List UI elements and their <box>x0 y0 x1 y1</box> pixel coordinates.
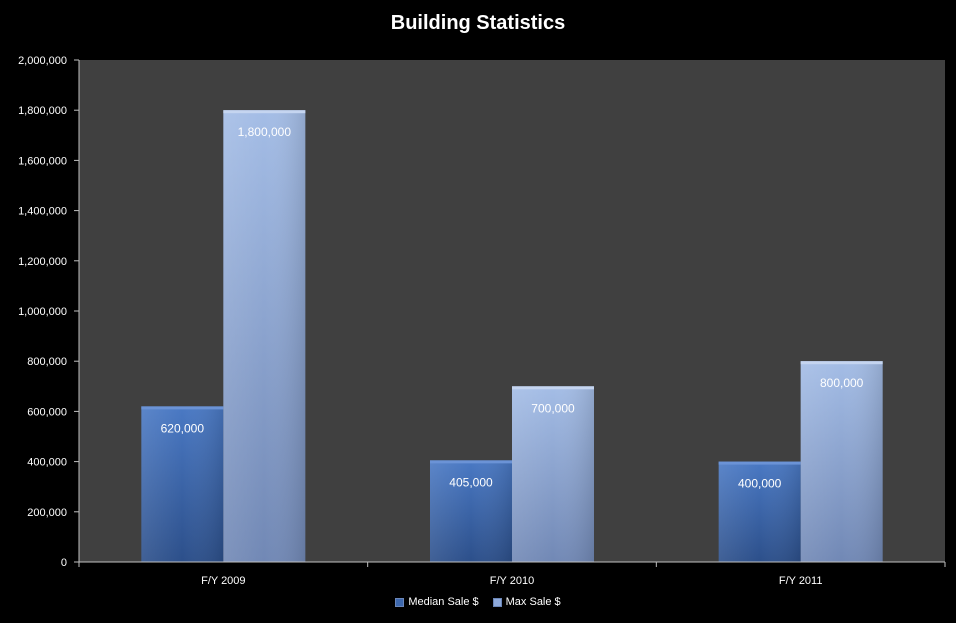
y-tick-label: 1,000,000 <box>18 306 67 318</box>
axes-group: 0 200,000 400,000 600,000 800,000 1,000,000 1,… <box>18 55 946 587</box>
y-tick-label: 1,800,000 <box>18 105 67 117</box>
y-tick-label: 1,600,000 <box>18 155 67 167</box>
legend-item-max: Max Sale $ <box>492 596 561 608</box>
legend-swatch-max <box>492 597 502 607</box>
y-tick-label: 2,000,000 <box>18 55 67 67</box>
bar-top-highlight <box>223 110 306 114</box>
y-tick-label: 1,400,000 <box>18 206 67 218</box>
y-tick-label: 600,000 <box>27 406 67 418</box>
bar-top-highlight <box>141 406 224 410</box>
y-tick-label: 0 <box>61 557 67 569</box>
chart-title: Building Statistics <box>390 12 566 34</box>
bar-shine <box>430 460 512 562</box>
bar-value-label: 1,800,000 <box>238 125 292 139</box>
bar-shine <box>800 361 883 562</box>
legend-swatch-median <box>395 597 405 607</box>
bar-top-highlight <box>800 361 883 365</box>
legend-label-max: Max Sale $ <box>505 596 561 608</box>
bars-group: 620,000 1,800,000 405,000 700,000 400,000 800… <box>141 110 883 562</box>
y-tick-label: 1,200,000 <box>18 256 67 268</box>
x-tick-label: F/Y 2010 <box>490 575 534 587</box>
bar-shine <box>718 461 801 562</box>
x-tick-label: F/Y 2009 <box>201 575 245 587</box>
bar-value-label: 400,000 <box>738 477 782 491</box>
legend: Median Sale $ Max Sale $ <box>0 596 956 608</box>
legend-label-median: Median Sale $ <box>408 596 479 608</box>
bar-value-label: 700,000 <box>531 401 575 415</box>
bar-top-highlight <box>512 386 594 390</box>
y-tick-label: 800,000 <box>27 356 67 368</box>
bar-shine <box>223 110 306 562</box>
y-tick-label: 200,000 <box>27 507 67 519</box>
x-tick-label: F/Y 2011 <box>779 575 823 587</box>
bar-top-highlight <box>718 461 801 465</box>
bar-value-label: 405,000 <box>449 475 493 489</box>
bar-shine <box>141 406 224 562</box>
legend-item-median: Median Sale $ <box>395 596 479 608</box>
bar-shine <box>512 386 594 562</box>
bar-top-highlight <box>430 460 512 464</box>
bar-value-label: 800,000 <box>820 376 864 390</box>
bar-value-label: 620,000 <box>161 421 205 435</box>
y-tick-label: 400,000 <box>27 457 67 469</box>
